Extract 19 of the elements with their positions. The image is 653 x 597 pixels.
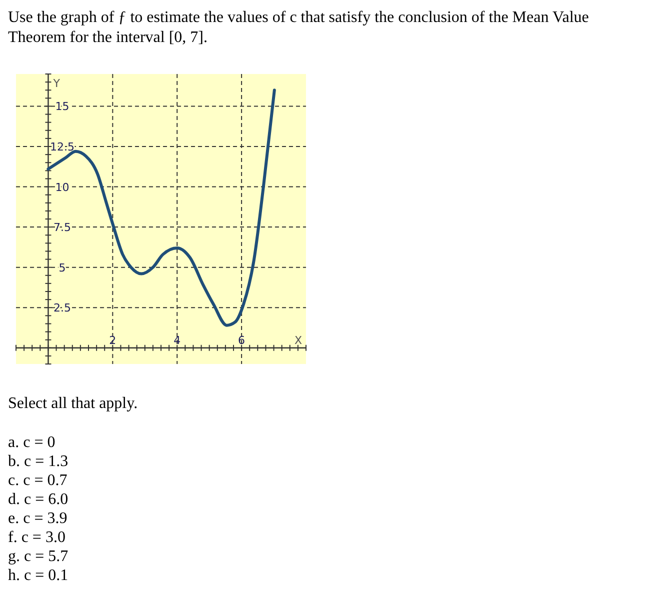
text: Select all that apply.	[8, 394, 139, 413]
y-tick-label: 5	[58, 261, 66, 274]
text: g. c = 5.7	[8, 547, 70, 566]
text: a. c = 0	[8, 433, 56, 452]
text: d. c = 6.0	[8, 490, 70, 509]
y-tick-label: 2.5	[53, 302, 71, 315]
text: c. c = 0.7	[8, 471, 68, 490]
text: e. c = 3.9	[8, 509, 68, 528]
x-tick-label: 2	[109, 334, 116, 347]
y-tick-label: 7.5	[53, 221, 71, 234]
line-series	[46, 88, 276, 327]
y-axis-title: Y	[52, 77, 60, 90]
text: b. c = 1.3	[8, 452, 70, 471]
chart-title: Use the graph of ƒ to estimate the values of c that satisfy the conclusion of the Mean Value Theorem for the interval [0, 7].	[8, 8, 590, 48]
x-tick-label: 4	[174, 334, 181, 347]
text: h. c = 0.1	[8, 566, 70, 585]
x-axis-title: X	[294, 334, 302, 347]
text: f. c = 3.0	[8, 528, 66, 547]
x-tick-label: 6	[238, 334, 246, 347]
